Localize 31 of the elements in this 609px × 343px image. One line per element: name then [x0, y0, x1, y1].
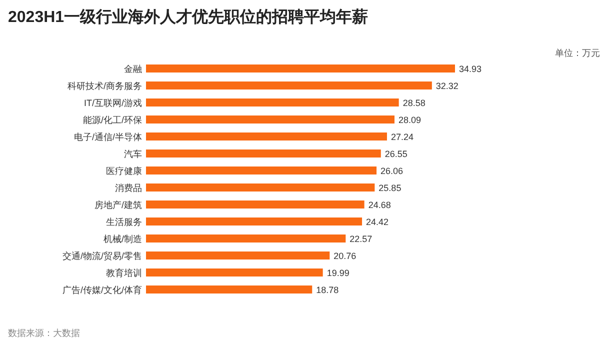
- y-tick-label: 交通/物流/贸易/零售: [62, 251, 142, 261]
- source-note: 数据来源：大数据: [8, 328, 80, 338]
- y-tick-label: 生活服务: [106, 217, 142, 227]
- y-tick-label: 科研技术/商务服务: [67, 81, 142, 91]
- y-tick-label: 能源/化工/环保: [82, 115, 142, 125]
- data-label: 27.24: [390, 132, 414, 142]
- y-tick-label: 房地产/建筑: [94, 200, 142, 210]
- data-label: 28.58: [402, 98, 426, 108]
- y-tick-label: 电子/通信/半导体: [74, 132, 142, 142]
- data-label: 22.57: [350, 234, 372, 244]
- text: 单位：万元: [555, 48, 600, 58]
- y-tick-label: 医疗健康: [106, 166, 142, 176]
- data-label: 18.78: [316, 285, 339, 295]
- y-tick-label: 机械/制造: [103, 234, 142, 244]
- data-label: 20.76: [334, 251, 356, 261]
- y-tick-label: IT/互联网/游戏: [84, 98, 142, 108]
- y-tick-label: 消费品: [115, 183, 142, 193]
- data-label: 32.32: [436, 81, 458, 91]
- y-tick-label: 金融: [124, 64, 142, 74]
- y-tick-label: 教育培训: [106, 268, 142, 278]
- title: 2023H1一级行业海外人才优先职位的招聘平均年薪: [8, 9, 368, 26]
- data-label: 34.93: [459, 64, 482, 74]
- data-label: 28.09: [398, 115, 422, 125]
- data-label: 24.42: [366, 217, 389, 227]
- y-tick-label: 广告/传媒/文化/体育: [62, 285, 142, 295]
- data-label: 26.55: [384, 149, 408, 159]
- y-tick-label: 汽车: [124, 149, 142, 159]
- data-label: 24.68: [368, 200, 391, 210]
- data-label: 25.85: [378, 183, 402, 193]
- data-label: 19.99: [326, 268, 350, 278]
- data-label: 26.06: [380, 166, 404, 176]
